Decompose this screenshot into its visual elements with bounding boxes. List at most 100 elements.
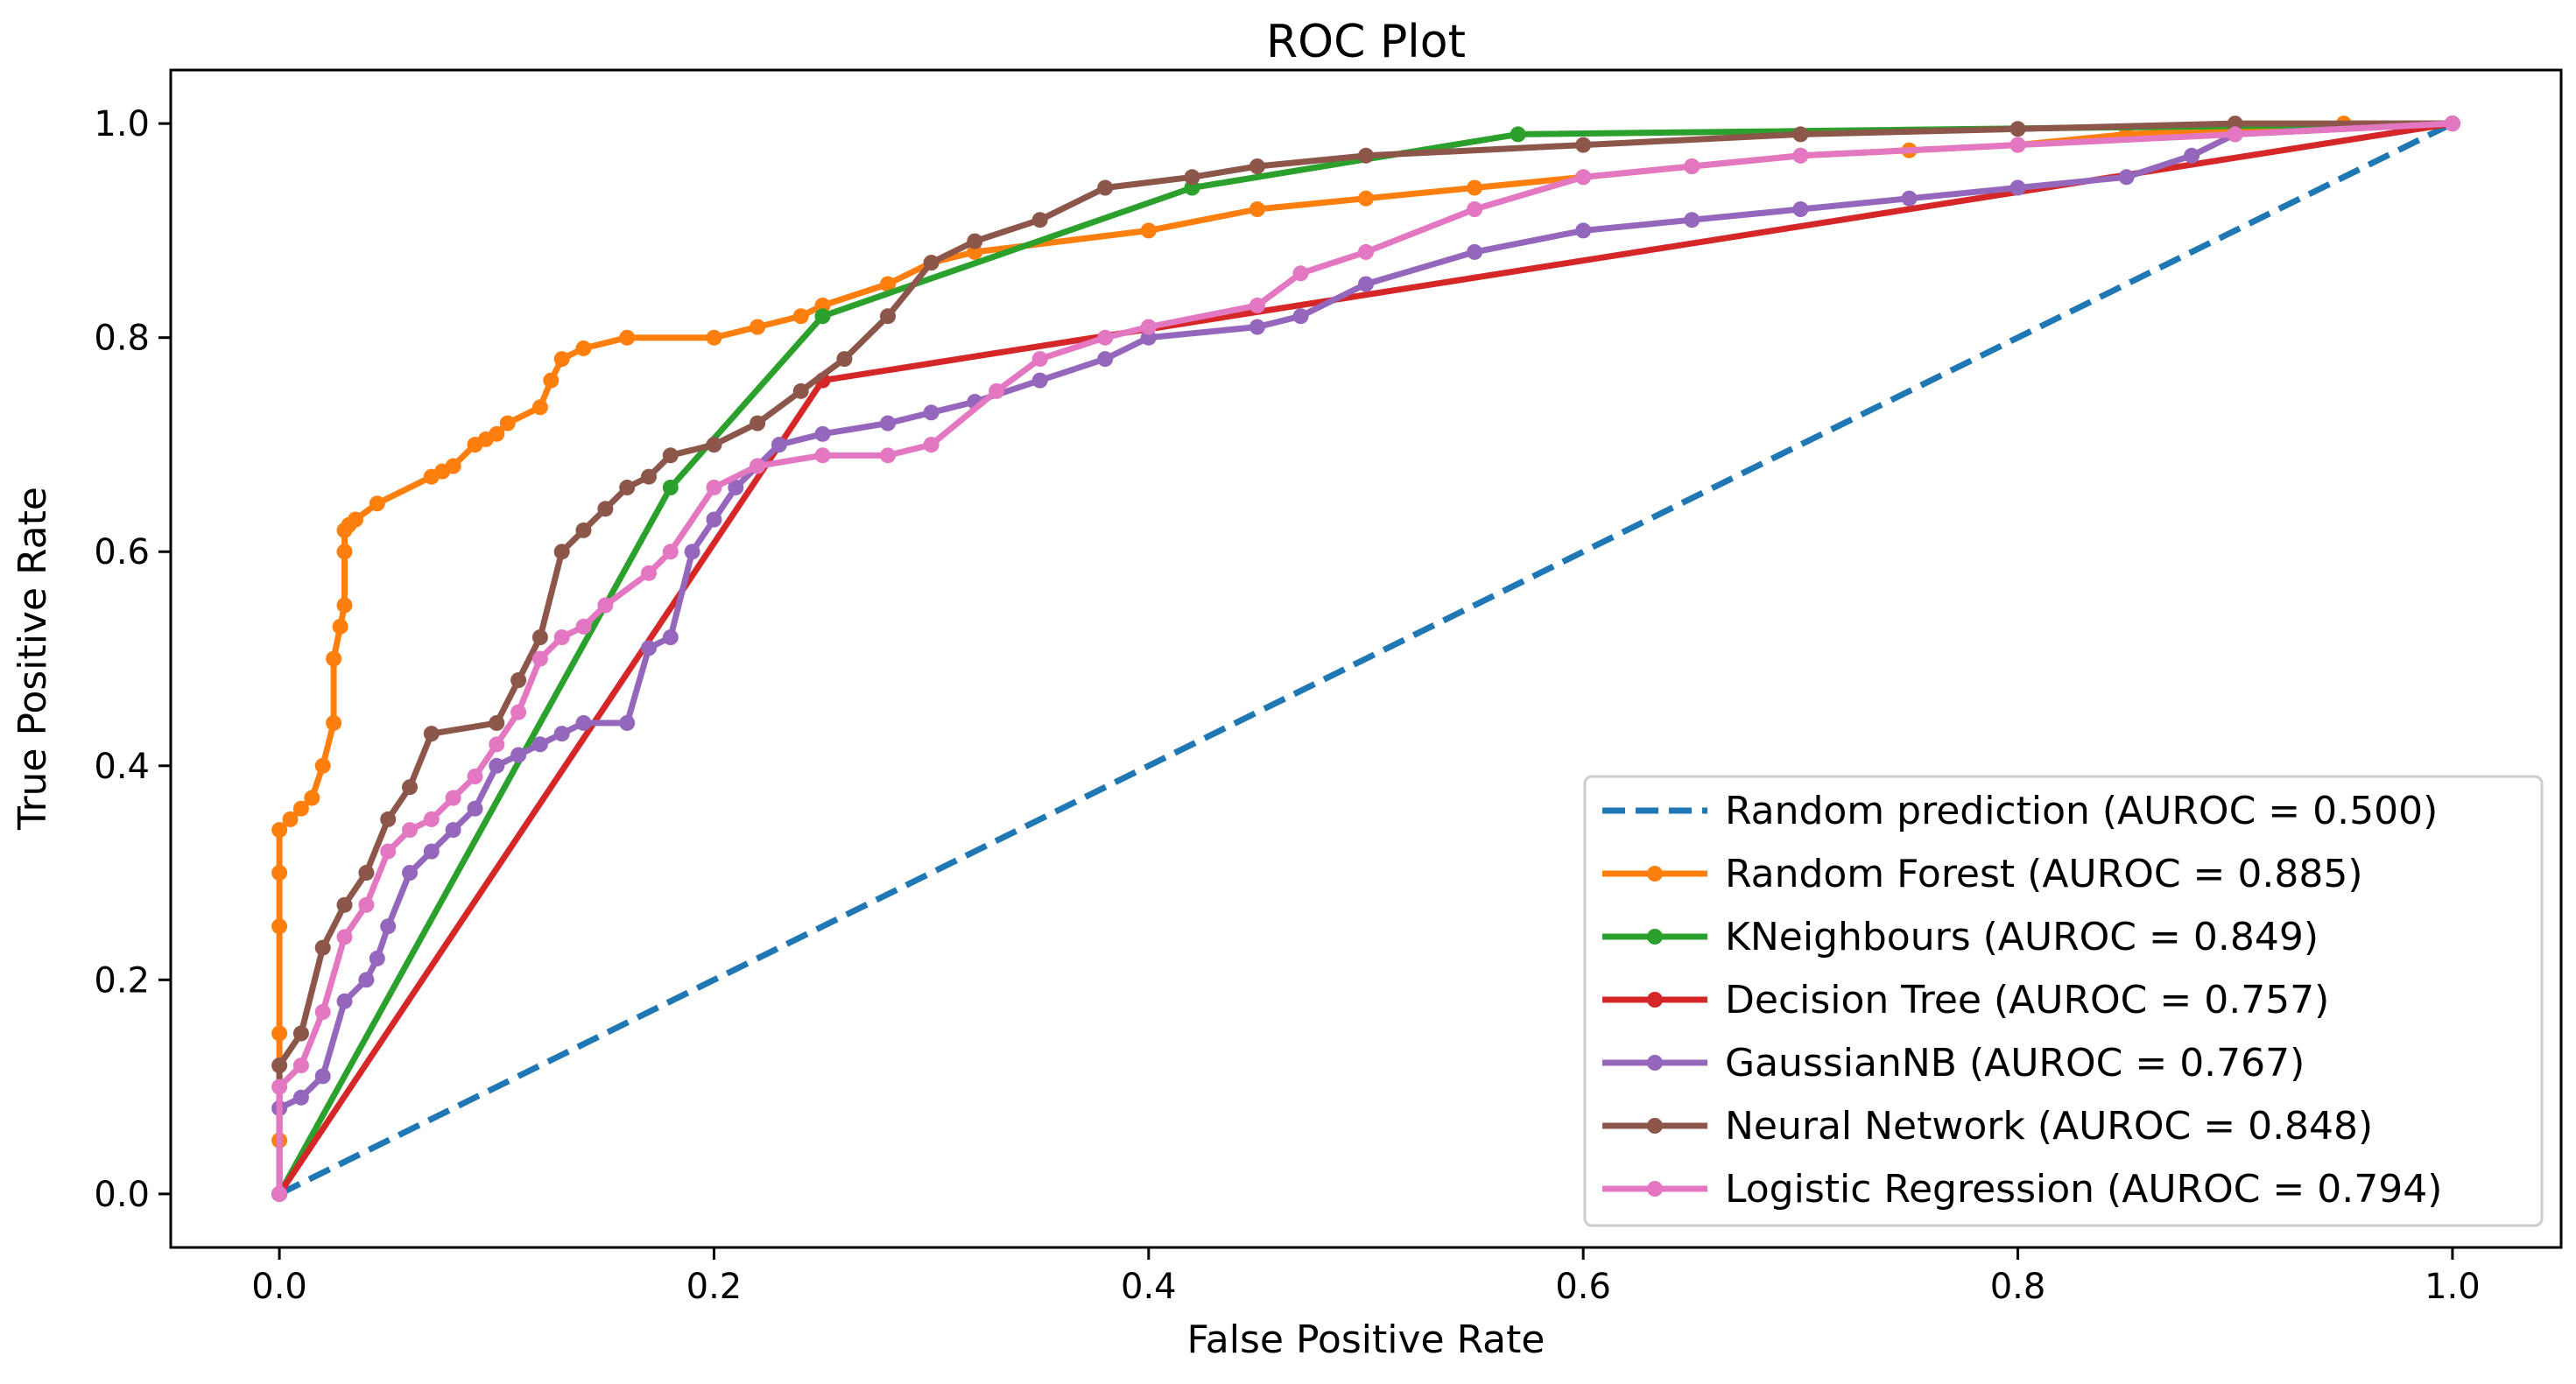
data-point <box>1510 126 1526 143</box>
data-point <box>553 726 570 742</box>
data-point <box>423 843 440 860</box>
chart-title: ROC Plot <box>1266 16 1466 68</box>
data-point <box>358 896 375 913</box>
data-point <box>792 308 809 325</box>
data-point <box>1901 190 1918 207</box>
series-5 <box>271 116 2460 1202</box>
data-point <box>2227 116 2243 132</box>
data-point <box>1140 319 1157 335</box>
data-point <box>271 1185 288 1202</box>
data-point <box>489 757 505 774</box>
data-point <box>1249 298 1265 313</box>
data-point <box>1184 169 1200 186</box>
data-point <box>771 437 787 453</box>
y-tick-label: 0.2 <box>94 960 150 1001</box>
data-point <box>380 918 397 935</box>
data-point <box>326 650 342 667</box>
legend-item: Random Forest (AUROC = 0.885) <box>1602 852 2363 896</box>
data-point <box>292 1057 309 1074</box>
data-point <box>336 929 353 945</box>
data-point <box>575 522 592 538</box>
data-point <box>575 714 592 731</box>
data-point <box>336 993 353 1009</box>
legend: Random prediction (AUROC = 0.500) Random … <box>1583 775 2544 1227</box>
data-point <box>792 383 809 399</box>
data-point <box>967 233 983 249</box>
data-point <box>510 704 527 720</box>
data-point <box>271 918 288 935</box>
data-point <box>314 757 331 774</box>
x-tick-label: 0.2 <box>686 1267 743 1307</box>
data-point <box>423 811 440 827</box>
data-point <box>1358 243 1374 260</box>
data-point <box>814 447 831 464</box>
series-1 <box>271 116 2460 1202</box>
data-point <box>1575 222 1592 239</box>
y-tick-label: 1.0 <box>94 104 150 144</box>
data-point <box>369 495 385 512</box>
data-point <box>619 329 636 346</box>
data-point <box>489 736 505 753</box>
data-point <box>314 1004 331 1020</box>
x-axis-title: False Positive Rate <box>1187 1317 1545 1362</box>
data-point <box>662 479 679 495</box>
data-point <box>1292 265 1309 282</box>
data-point <box>531 736 548 753</box>
data-point <box>380 843 397 860</box>
data-point <box>814 308 831 325</box>
legend-label: GaussianNB (AUROC = 0.767) <box>1725 1041 2305 1085</box>
data-point <box>641 565 657 581</box>
data-point <box>814 425 831 442</box>
data-point <box>2118 169 2135 186</box>
data-point <box>662 447 679 464</box>
data-point <box>445 458 461 474</box>
data-point <box>750 458 766 474</box>
data-point <box>271 1025 288 1042</box>
x-tick-label: 0.6 <box>1555 1267 1611 1307</box>
data-point <box>423 726 440 742</box>
legend-label: Logistic Regression (AUROC = 0.794) <box>1725 1167 2442 1212</box>
data-point <box>1792 147 1809 164</box>
data-point <box>531 399 548 416</box>
data-point <box>2009 179 2026 196</box>
data-point <box>1467 179 1483 196</box>
data-point <box>880 415 896 432</box>
data-point <box>1249 319 1265 335</box>
legend-box <box>1583 775 2544 1227</box>
legend-item: Random prediction (AUROC = 0.500) <box>1602 789 2438 833</box>
data-point <box>619 714 636 731</box>
series-layer <box>271 116 2460 1202</box>
data-point <box>1358 276 1374 292</box>
data-point <box>271 822 288 839</box>
y-tick-label: 0.4 <box>94 747 150 787</box>
legend-item: Neural Network (AUROC = 0.848) <box>1602 1104 2373 1149</box>
data-point <box>706 511 722 528</box>
data-point <box>2444 116 2460 132</box>
legend-item: KNeighbours (AUROC = 0.849) <box>1602 915 2319 959</box>
data-point <box>619 479 636 495</box>
data-point <box>1575 169 1592 186</box>
data-point <box>358 865 375 881</box>
legend-label: Random Forest (AUROC = 0.885) <box>1725 852 2363 896</box>
data-point <box>1097 351 1114 368</box>
data-point <box>402 822 418 839</box>
legend-marker <box>1647 1181 1663 1197</box>
data-point <box>336 896 353 913</box>
data-point <box>750 319 766 335</box>
data-point <box>336 544 353 560</box>
data-point <box>923 437 940 453</box>
data-point <box>282 811 299 827</box>
data-point <box>2227 126 2243 143</box>
legend-item: GaussianNB (AUROC = 0.767) <box>1602 1041 2305 1085</box>
data-point <box>1031 212 1048 228</box>
ticks-layer: 0.0 0.2 0.4 0.6 0.8 1.0 0.0 0.2 0.4 0.6 0.8 1.0 <box>94 104 2480 1307</box>
data-point <box>553 351 570 368</box>
x-tick-label: 0.4 <box>1121 1267 1177 1307</box>
data-point <box>553 544 570 560</box>
data-point <box>292 800 309 817</box>
plot-frame <box>169 68 2563 1249</box>
data-point <box>1249 201 1265 217</box>
legend-label: KNeighbours (AUROC = 0.849) <box>1725 915 2319 959</box>
data-point <box>358 972 375 988</box>
